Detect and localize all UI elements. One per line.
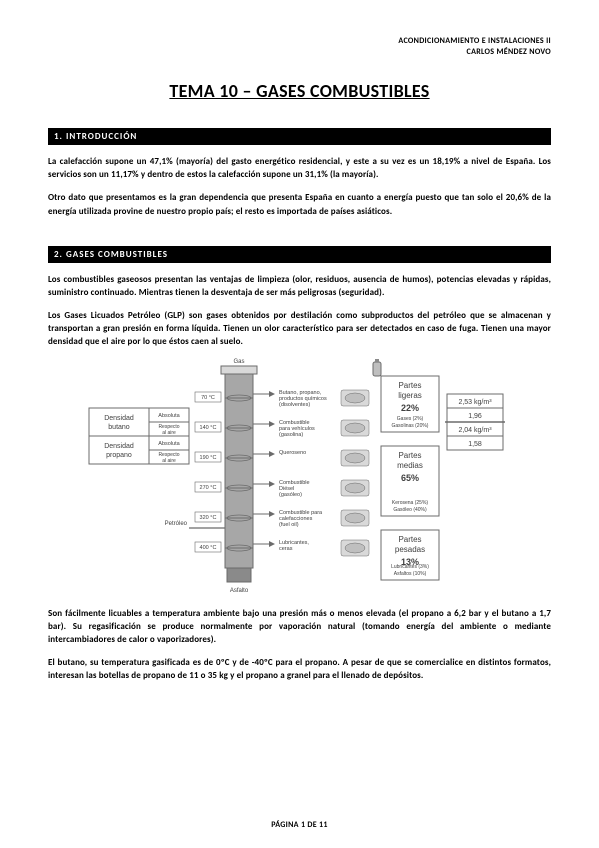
svg-text:Gasóleo (40%): Gasóleo (40%)	[393, 507, 427, 513]
svg-text:propano: propano	[106, 452, 132, 459]
svg-text:butano: butano	[108, 424, 130, 431]
intro-paragraph-2: Otro dato que presentamos es la gran dep…	[48, 191, 551, 217]
svg-text:Queroseno: Queroseno	[279, 450, 306, 456]
gases-paragraph-1: Los combustibles gaseosos presentan las …	[48, 273, 551, 299]
intro-paragraph-1: La calefacción supone un 47,1% (mayoría)…	[48, 155, 551, 181]
svg-text:Gas: Gas	[233, 359, 244, 365]
svg-text:(fuel oil): (fuel oil)	[279, 522, 299, 528]
svg-text:70 °C: 70 °C	[201, 395, 215, 401]
svg-text:(gasolina): (gasolina)	[279, 432, 303, 438]
svg-text:140 °C: 140 °C	[199, 425, 216, 431]
svg-text:320 °C: 320 °C	[199, 515, 216, 521]
page-header: ACONDICIONAMIENTO E INSTALACIONES II CAR…	[48, 36, 551, 58]
svg-text:1,58: 1,58	[468, 441, 482, 448]
page-footer: PÁGINA 1 DE 11	[0, 820, 599, 830]
svg-text:medias: medias	[397, 461, 423, 470]
svg-text:22%: 22%	[400, 403, 418, 413]
svg-text:270 °C: 270 °C	[199, 485, 216, 491]
header-line-1: ACONDICIONAMIENTO E INSTALACIONES II	[48, 36, 551, 47]
svg-text:Gasolinas (20%): Gasolinas (20%)	[391, 423, 428, 429]
svg-text:190 °C: 190 °C	[199, 455, 216, 461]
svg-text:al aire: al aire	[162, 430, 176, 436]
svg-text:Asfaltos (10%): Asfaltos (10%)	[393, 571, 426, 577]
svg-text:pesadas: pesadas	[394, 545, 424, 554]
gases-paragraph-2: Los Gases Licuados Petróleo (GLP) son ga…	[48, 309, 551, 348]
svg-text:2,04 kg/m³: 2,04 kg/m³	[458, 427, 492, 434]
svg-text:Densidad: Densidad	[104, 443, 134, 450]
svg-text:Partes: Partes	[398, 451, 421, 460]
svg-text:(gasóleo): (gasóleo)	[279, 492, 302, 498]
gases-paragraph-3: Son fácilmente licuables a temperatura a…	[48, 607, 551, 646]
svg-text:Lubricantes (3%): Lubricantes (3%)	[391, 564, 429, 570]
svg-text:Petróleo: Petróleo	[164, 521, 187, 527]
svg-text:Gases (2%): Gases (2%)	[396, 416, 423, 422]
svg-text:ceras: ceras	[279, 546, 293, 552]
header-line-2: CARLOS MÉNDEZ NOVO	[48, 47, 551, 58]
svg-text:65%: 65%	[400, 473, 418, 483]
svg-text:Asfalto: Asfalto	[229, 588, 248, 593]
distillation-diagram: DensidadbutanoDensidadpropanoAbsolutaRes…	[48, 358, 551, 593]
page-title: TEMA 10 – GASES COMBUSTIBLES	[48, 80, 551, 102]
section-heading-1: 1. INTRODUCCIÓN	[48, 128, 551, 145]
gases-paragraph-4: El butano, su temperatura gasificada es …	[48, 656, 551, 682]
svg-text:Absoluta: Absoluta	[158, 441, 180, 447]
svg-text:400 °C: 400 °C	[199, 545, 216, 551]
svg-text:1,96: 1,96	[468, 413, 482, 420]
svg-text:Absoluta: Absoluta	[158, 413, 180, 419]
svg-text:al aire: al aire	[162, 458, 176, 464]
svg-text:ligeras: ligeras	[398, 391, 422, 400]
svg-text:Densidad: Densidad	[104, 415, 134, 422]
svg-text:Partes: Partes	[398, 535, 421, 544]
svg-text:2,53 kg/m³: 2,53 kg/m³	[458, 399, 492, 406]
svg-text:(disolventes): (disolventes)	[279, 402, 310, 408]
svg-text:Kerosena (25%): Kerosena (25%)	[391, 500, 427, 506]
svg-text:Partes: Partes	[398, 381, 421, 390]
section-heading-2: 2. GASES COMBUSTIBLES	[48, 246, 551, 263]
